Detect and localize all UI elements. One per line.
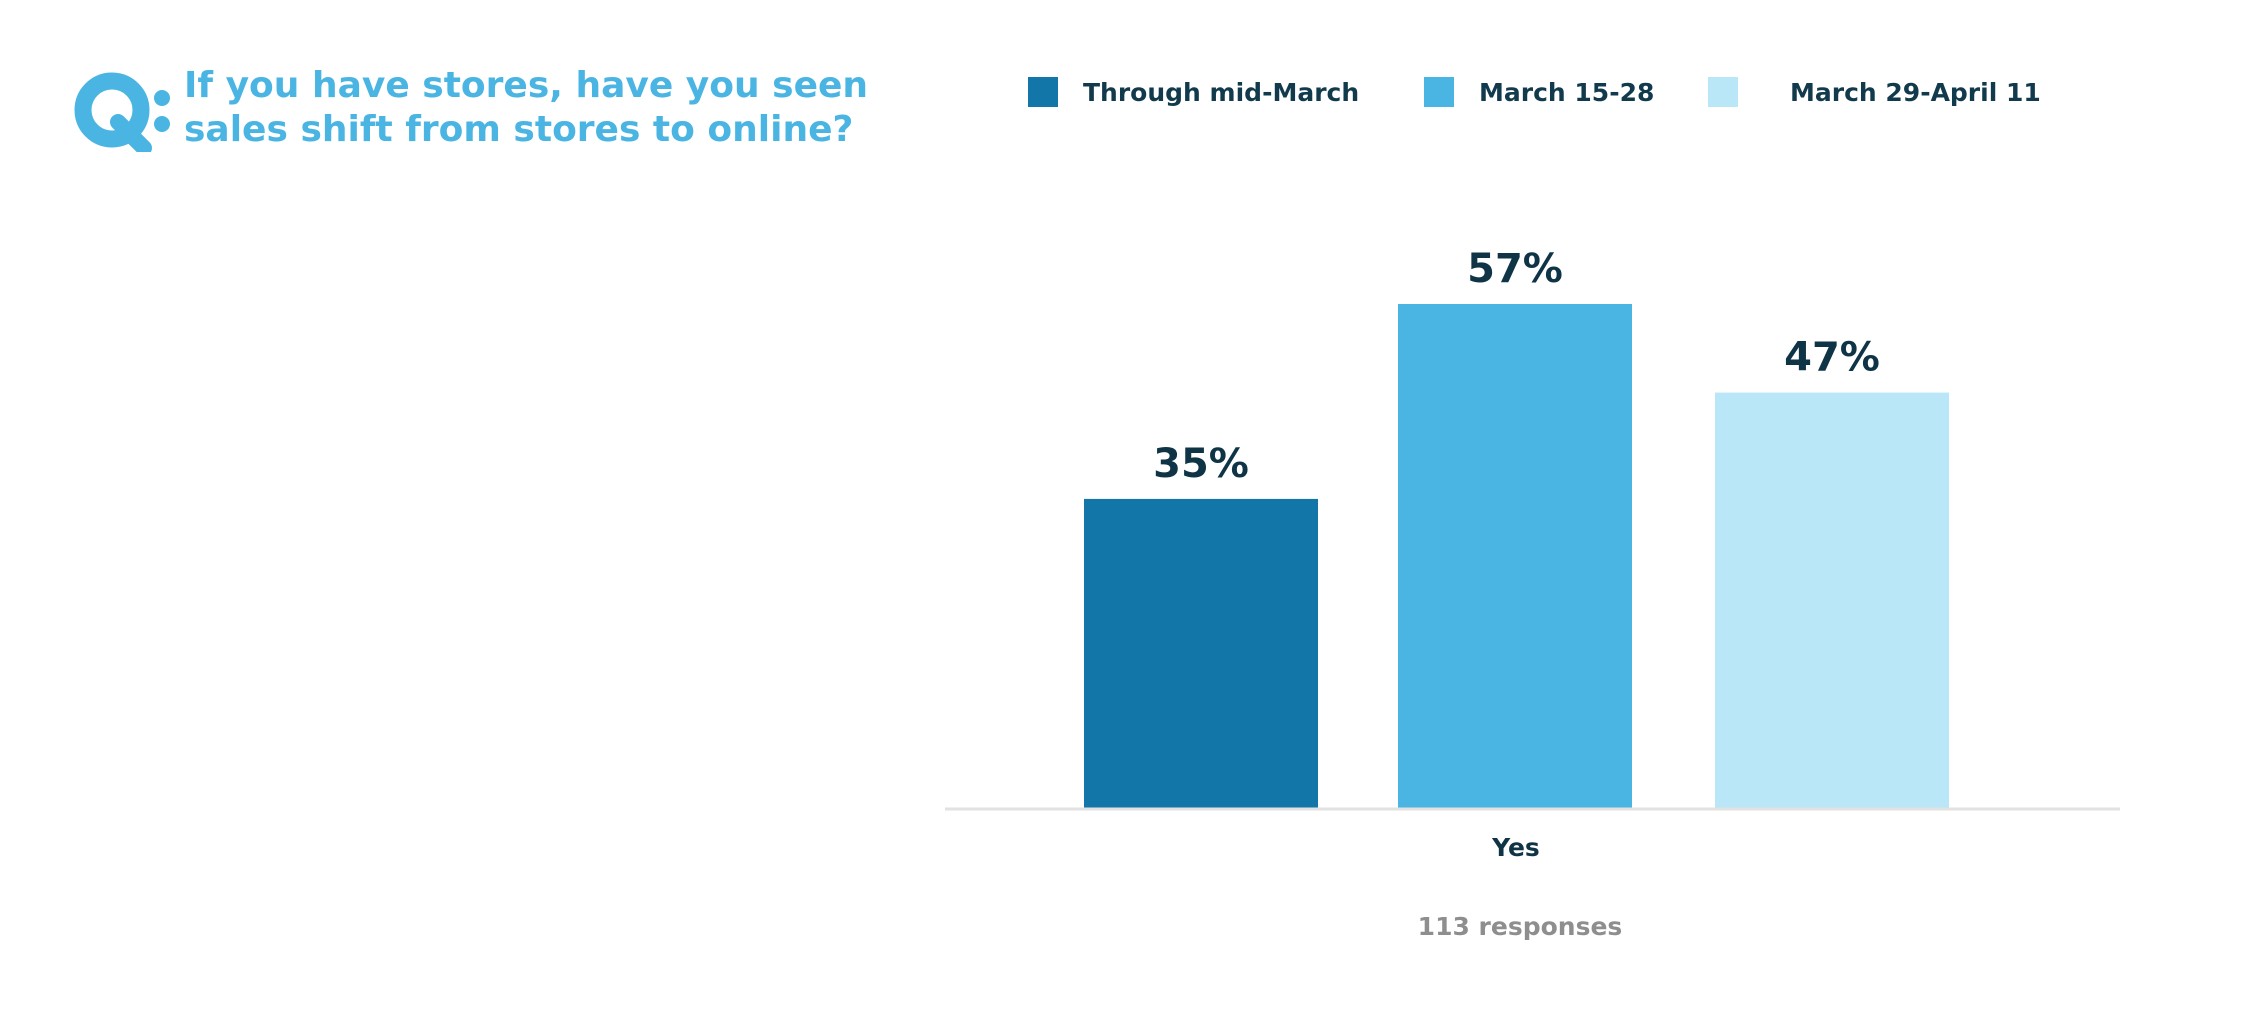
- bar-through-mid-march: [1084, 498, 1318, 809]
- bar-march-29-april-11: [1715, 392, 1949, 809]
- data-label-march-15-28: 57%: [1467, 246, 1563, 292]
- legend-item-march-29-april-11: March 29-April 11: [1708, 72, 2041, 112]
- category-label-yes: Yes: [1491, 833, 1540, 862]
- bar-group: 35% 57% 47%: [1084, 246, 1949, 809]
- legend-label: Through mid-March: [1083, 77, 1360, 107]
- legend-swatch: [1028, 77, 1058, 107]
- question-line-2: sales shift from stores to online?: [184, 109, 854, 150]
- legend-item-march-15-28: March 15-28: [1424, 72, 1654, 112]
- legend-label: March 29-April 11: [1790, 77, 2041, 107]
- data-label-march-29-april-11: 47%: [1784, 335, 1880, 381]
- question-title: If you have stores, have you seen sales …: [184, 64, 904, 152]
- bar-march-15-28: [1398, 304, 1632, 809]
- q-logo-icon: [74, 72, 170, 152]
- response-count: 113 responses: [1417, 912, 1623, 941]
- data-label-through-mid-march: 35%: [1153, 441, 1249, 487]
- legend-swatch: [1708, 77, 1738, 107]
- legend-swatch: [1424, 77, 1454, 107]
- legend-label: March 15-28: [1479, 77, 1655, 107]
- legend-item-through-mid-march: Through mid-March: [1028, 72, 1359, 112]
- question-line-1: If you have stores, have you seen: [184, 65, 869, 106]
- chart-legend: Through mid-March March 15-28 March 29-A…: [0, 72, 2258, 112]
